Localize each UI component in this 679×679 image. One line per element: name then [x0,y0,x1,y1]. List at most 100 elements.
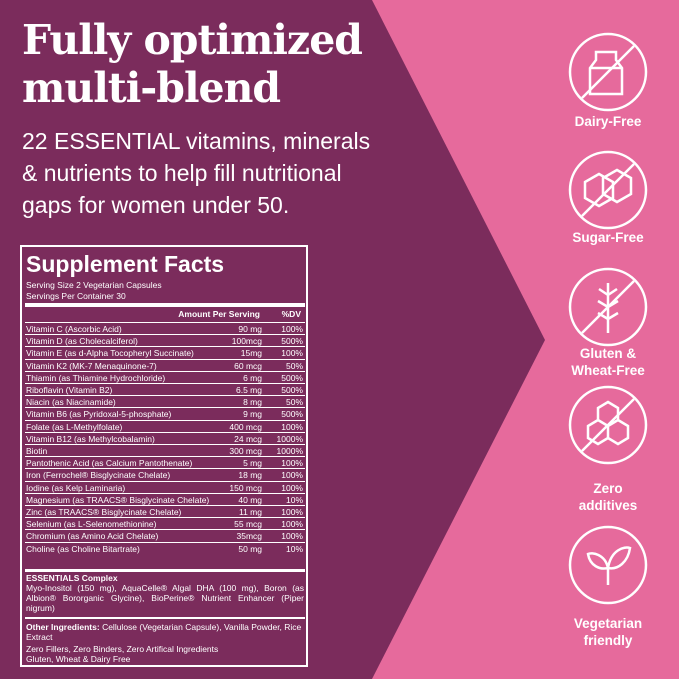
nutrient: Vitamin K2 (MK-7 Menaquinone-7) [26,360,157,371]
nutrient: Riboflavin (Vitamin B2) [26,385,113,395]
amount: 8 mg [243,397,262,408]
nutrient: Biotin [26,446,48,456]
amount: 60 mcg [234,360,262,371]
nutrient: Chromium (as Amino Acid Chelate) [26,531,159,542]
facts-row: Vitamin B12 (as Methylcobalamin) 24 mcg 10… [25,431,305,445]
daily-value: 500% [281,372,303,383]
facts-row: Biotin 300 mcg 1000% [25,444,305,457]
rule [25,569,305,572]
strike [581,398,635,452]
daily-value: 500% [281,385,303,395]
daily-value: 100% [281,470,303,481]
strike [581,280,635,334]
nutrient: Folate (as L-Methylfolate) [26,421,123,432]
amount: 9 mg [243,409,262,420]
daily-value: 100% [281,519,303,530]
daily-value: 50% [285,397,303,408]
daily-value: 10% [285,543,303,554]
amount: 18 mg [238,470,262,481]
intro: & nutrients to help fill nutritional [22,160,342,186]
intro: gaps for women under 50. [22,192,290,218]
plum-panel [0,0,545,679]
facts-row: Folate (as L-Methylfolate) 400 mcg 100% [25,419,305,433]
strike [581,163,635,217]
servings: Servings Per Container 30 [26,291,126,301]
complex-title: ESSENTIALS Complex [26,573,118,583]
facts-row: Selenium (as L-Selenomethionine) 55 mcg 10… [25,517,305,530]
badge-label: additives [578,498,638,513]
col-header: Amount Per Serving [178,309,260,319]
nutrient: Magnesium (as TRAACS® Bisglycinate Chela… [26,494,210,505]
badge-label: Sugar-Free [572,230,644,245]
amount: 55 mcg [234,519,262,530]
amount: 6.5 mg [236,385,262,395]
daily-value: 500% [281,336,303,347]
free-from: Zero Fillers, Zero Binders, Zero Artific… [26,644,219,654]
other-ingredients: Other Ingredients: Cellulose (Vegetarian… [26,622,304,642]
nutrient: Selenium (as L-Selenomethionine) [26,519,157,530]
badge-label: Zero [593,481,623,496]
badge-label: Vegetarian [573,616,643,631]
badge-label: friendly [583,633,633,648]
facts-title: Supplement Facts [26,251,225,277]
amount: 50 mg [238,543,262,554]
nutrient: Vitamin E (as d-Alpha Tocopheryl Succina… [26,348,194,359]
badge: Dairy-Free [548,113,668,130]
rule [25,303,305,307]
supplement-facts: Supplement Facts Serving Size 2 Vegetari… [20,245,308,667]
intro: 22 ESSENTIAL vitamins, minerals [22,128,371,154]
serving-size: Serving Size 2 Vegetarian Capsules [26,280,162,290]
daily-value: 100% [281,324,303,334]
badge: Zero additives [548,480,668,514]
daily-value: 100% [281,421,303,432]
daily-value: 100% [281,507,303,517]
headline: Fully optimized [22,16,363,64]
daily-value: 100% [281,482,303,493]
daily-value: 10% [285,494,303,505]
amount: 150 mcg [229,482,262,493]
headline: multi-blend [22,64,281,112]
amount: 100mcg [231,336,262,347]
facts-row: Magnesium (as TRAACS® Bisglycinate Chela… [25,492,305,506]
amount: 300 mcg [229,446,262,456]
icon-ring [568,525,648,605]
daily-value: 50% [285,360,303,371]
nutrient: Choline (as Choline Bitartrate) [26,543,140,554]
leaf-icon [586,546,632,585]
free-from: Gluten, Wheat & Dairy Free [26,654,131,664]
nutrient: Zinc (as TRAACS® Bisglycinate Chelate) [26,507,182,517]
nutrient: Pantothenic Acid (as Calcium Pantothenat… [26,458,193,469]
facts-row: Vitamin E (as d-Alpha Tocopheryl Succina… [25,346,305,359]
daily-value: 500% [281,409,303,420]
badge-label: Gluten & [579,346,637,361]
daily-value: 1000% [276,446,303,456]
amount: 5 mg [243,458,262,469]
nutrient: Vitamin D (as Cholecalciferol) [26,336,138,347]
icon-ring [568,267,648,347]
daily-value: 100% [281,348,303,359]
facts-row: Vitamin D (as Cholecalciferol) 100mcg 500% [25,334,305,347]
complex-text: Myo-Inositol (150 mg), AquaCelle® Algal … [26,583,304,613]
facts-row: Riboflavin (Vitamin B2) 6.5 mg 500% [25,383,305,396]
nutrient: Niacin (as Niacinamide) [26,397,116,408]
amount: 24 mcg [234,433,262,444]
amount: 40 mg [238,494,262,505]
nutrient: Iodine (as Kelp Laminaria) [26,482,126,493]
strike [581,45,635,99]
amount: 15mg [240,348,262,359]
nutrient: Iron (Ferrochel® Bisglycinate Chelate) [26,470,171,481]
facts-row: Vitamin B6 (as Pyridoxal-5-phosphate) 9 m… [25,407,305,420]
col-header: %DV [281,309,301,319]
badge-label: Dairy-Free [574,114,642,129]
daily-value: 100% [281,531,303,542]
badge: Sugar-Free [548,229,668,246]
nutrient: Thiamin (as Thiamine Hydrochloride) [26,372,166,383]
other-text: Cellulose (Vegetarian Capsule), Vanilla … [26,622,302,642]
facts-row: Chromium (as Amino Acid Chelate) 35mcg 100… [25,529,305,542]
rule [25,617,305,619]
facts-row: Vitamin C (Ascorbic Acid) 90 mg 100% [25,322,305,335]
amount: 11 mg [239,507,262,517]
badge: Vegetarian friendly [548,615,668,649]
